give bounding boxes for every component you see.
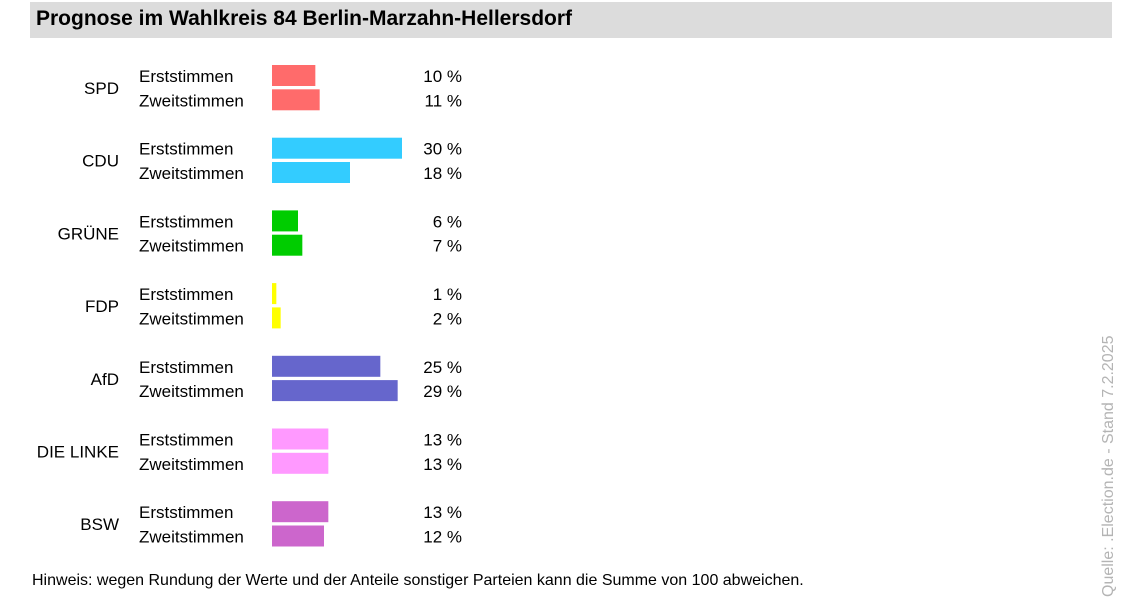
footnote: Hinweis: wegen Rundung der Werte und der… — [32, 572, 804, 589]
party-label-spd: SPD — [84, 79, 119, 98]
row-label: Erststimmen — [139, 140, 233, 159]
source-credit: Quelle: .Election.de - Stand 7.2.2025 — [1100, 335, 1117, 597]
title-bar: Prognose im Wahlkreis 84 Berlin-Marzahn-… — [30, 2, 1112, 38]
bar-spd-erst — [272, 65, 316, 86]
bar-fdp-erst — [272, 283, 277, 305]
row-label: Zweitstimmen — [139, 91, 244, 110]
row-label: Erststimmen — [139, 431, 233, 450]
value-label: 13 % — [423, 503, 462, 522]
party-label-bsw: BSW — [80, 515, 119, 534]
value-label: 1 % — [433, 285, 462, 304]
party-label-grüne: GRÜNE — [58, 224, 119, 243]
bar-cdu-erst — [272, 137, 402, 159]
party-label-fdp: FDP — [85, 297, 119, 316]
row-label: Zweitstimmen — [139, 164, 244, 183]
bar-spd-zweit — [272, 89, 320, 111]
value-label: 13 % — [423, 455, 462, 474]
row-label: Erststimmen — [139, 285, 233, 304]
value-label: 30 % — [423, 140, 462, 159]
bar-fdp-zweit — [272, 307, 281, 329]
row-label: Erststimmen — [139, 212, 233, 231]
row-label: Erststimmen — [139, 503, 233, 522]
chart-title: Prognose im Wahlkreis 84 Berlin-Marzahn-… — [36, 7, 573, 30]
bar-die-linke-zweit — [272, 452, 329, 474]
value-label: 2 % — [433, 309, 462, 328]
bar-die-linke-erst — [272, 428, 329, 450]
value-label: 6 % — [433, 212, 462, 231]
row-label: Zweitstimmen — [139, 382, 244, 401]
value-label: 18 % — [423, 164, 462, 183]
bar-afd-zweit — [272, 380, 398, 402]
row-label: Zweitstimmen — [139, 309, 244, 328]
party-label-afd: AfD — [91, 370, 119, 389]
row-label: Erststimmen — [139, 358, 233, 377]
row-label: Zweitstimmen — [139, 237, 244, 256]
party-label-cdu: CDU — [82, 152, 119, 171]
value-label: 7 % — [433, 237, 462, 256]
value-label: 13 % — [423, 431, 462, 450]
bar-grüne-zweit — [272, 234, 303, 256]
value-label: 12 % — [423, 528, 462, 547]
value-label: 10 % — [423, 67, 462, 86]
bar-bsw-erst — [272, 501, 329, 523]
bar-cdu-zweit — [272, 162, 350, 183]
row-label: Zweitstimmen — [139, 528, 244, 547]
value-label: 11 % — [425, 91, 463, 110]
bar-bsw-zweit — [272, 525, 324, 547]
party-label-die-linke: DIE LINKE — [37, 443, 119, 462]
bar-afd-erst — [272, 355, 381, 377]
row-label: Zweitstimmen — [139, 455, 244, 474]
row-label: Erststimmen — [139, 67, 233, 86]
value-label: 29 % — [423, 382, 462, 401]
bar-grüne-erst — [272, 210, 298, 232]
value-label: 25 % — [423, 358, 462, 377]
